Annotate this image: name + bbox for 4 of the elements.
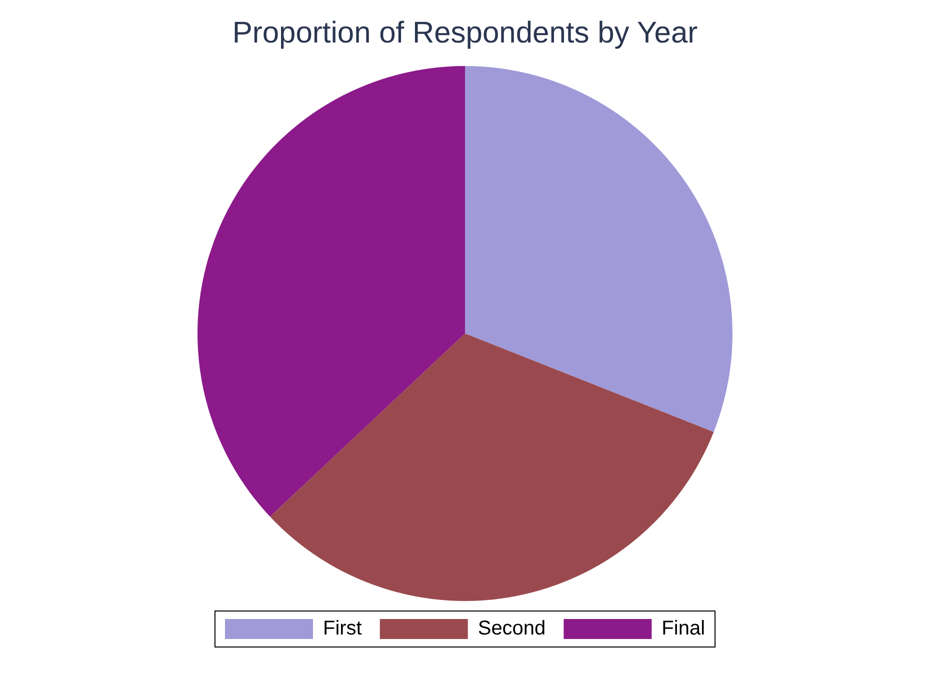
legend-label: Second bbox=[478, 618, 546, 640]
chart-title: Proportion of Respondents by Year bbox=[232, 16, 698, 50]
legend-label: First bbox=[322, 618, 362, 640]
legend-label: Final bbox=[662, 618, 706, 640]
